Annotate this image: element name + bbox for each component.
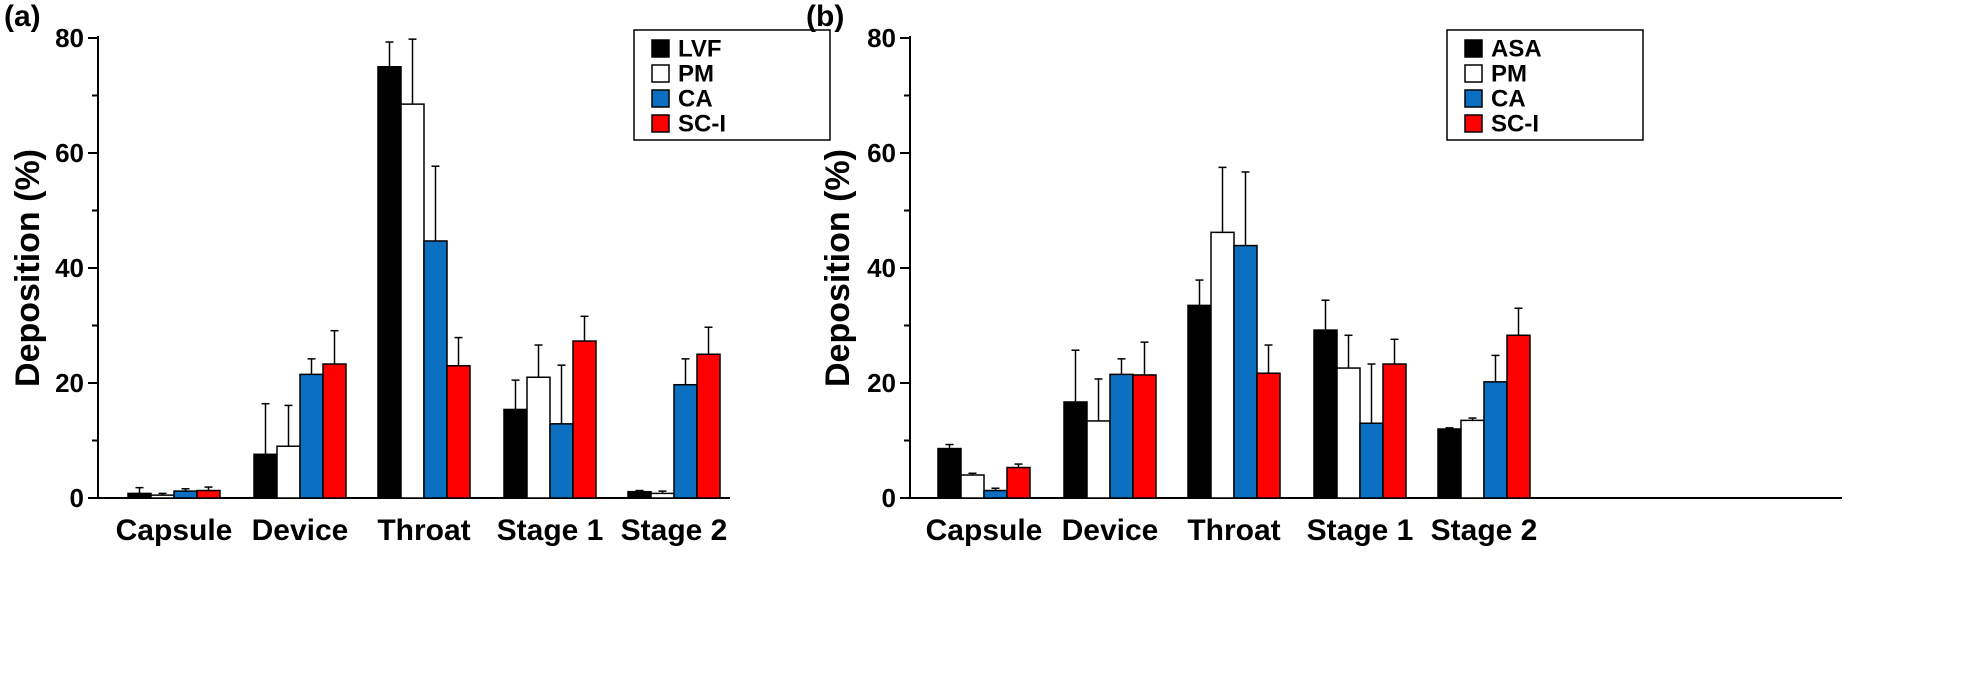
x-tick-label: Stage 1 bbox=[497, 514, 604, 547]
bar-sc-i-stage-1 bbox=[572, 340, 597, 499]
bar-ca-stage-2 bbox=[673, 383, 698, 499]
y-tick-label: 60 bbox=[867, 138, 896, 168]
bar-asa-stage-1 bbox=[1313, 329, 1338, 499]
bar-sc-i-throat bbox=[1256, 372, 1281, 499]
bar-lvf-throat bbox=[377, 66, 402, 499]
bar-pm-stage-2 bbox=[650, 492, 675, 499]
y-tick-label: 0 bbox=[882, 483, 896, 513]
bar-lvf-stage-2 bbox=[627, 490, 652, 499]
bar-ca-stage-2 bbox=[1483, 381, 1508, 499]
y-axis-title: Deposition (%) bbox=[9, 149, 47, 387]
bar-pm-stage-1 bbox=[526, 376, 551, 499]
bar-pm-capsule bbox=[150, 494, 175, 499]
bar-sc-i-stage-1 bbox=[1382, 363, 1407, 499]
bar-pm-throat bbox=[1210, 231, 1235, 499]
x-tick-label: Capsule bbox=[116, 514, 233, 547]
panel-label: (a) bbox=[4, 0, 41, 33]
y-tick-label: 40 bbox=[867, 253, 896, 283]
chart-panel-a: (a) Deposition (%) 0 20 40 60 80 Capsule Device T… bbox=[4, 0, 831, 547]
bar-ca-device bbox=[1109, 373, 1134, 499]
y-tick-label: 20 bbox=[867, 368, 896, 398]
bar-pm-stage-2 bbox=[1460, 419, 1485, 499]
x-tick-label: Device bbox=[1062, 514, 1159, 547]
bar-pm-device bbox=[276, 445, 301, 499]
x-tick-label: Throat bbox=[1187, 514, 1280, 547]
y-tick-label: 0 bbox=[70, 483, 84, 513]
bar-asa-capsule bbox=[937, 447, 962, 499]
legend-swatch bbox=[1464, 64, 1483, 83]
bar-asa-stage-2 bbox=[1437, 428, 1462, 499]
bar-ca-device bbox=[299, 373, 324, 499]
bar-lvf-device bbox=[253, 453, 278, 499]
legend-label: ASA bbox=[1491, 36, 1542, 63]
bar-asa-device bbox=[1063, 401, 1088, 499]
legend-swatch bbox=[651, 89, 670, 108]
bar-sc-i-device bbox=[322, 363, 347, 499]
bar-ca-capsule bbox=[173, 490, 198, 499]
bar-sc-i-capsule bbox=[196, 489, 221, 499]
bar-ca-stage-1 bbox=[1359, 422, 1384, 499]
bar-sc-i-capsule bbox=[1006, 466, 1031, 499]
x-tick-label: Stage 2 bbox=[1431, 514, 1538, 547]
bar-ca-throat bbox=[423, 240, 448, 499]
legend-swatch bbox=[1464, 89, 1483, 108]
legend-label: CA bbox=[1491, 86, 1526, 113]
legend-label: PM bbox=[678, 61, 714, 88]
bar-sc-i-device bbox=[1132, 374, 1157, 499]
y-tick-label: 60 bbox=[55, 138, 84, 168]
chart-panel-b: (b) Deposition (%) 0 20 40 60 80 Capsule Device T… bbox=[806, 0, 1842, 547]
bar-asa-throat bbox=[1187, 304, 1212, 499]
bar-pm-capsule bbox=[960, 474, 985, 499]
bar-sc-i-stage-2 bbox=[1506, 334, 1531, 499]
y-tick-label: 80 bbox=[55, 23, 84, 53]
x-tick-label: Device bbox=[252, 514, 349, 547]
legend-label: LVF bbox=[678, 36, 722, 63]
x-tick-label: Throat bbox=[377, 514, 470, 547]
bar-sc-i-stage-2 bbox=[696, 353, 721, 499]
y-tick-label: 80 bbox=[867, 23, 896, 53]
bar-lvf-stage-1 bbox=[503, 408, 528, 499]
legend-label: PM bbox=[1491, 61, 1527, 88]
x-tick-label: Stage 1 bbox=[1307, 514, 1414, 547]
bar-ca-capsule bbox=[983, 489, 1008, 499]
legend-swatch bbox=[651, 39, 670, 58]
bar-sc-i-throat bbox=[446, 365, 471, 499]
bar-ca-throat bbox=[1233, 244, 1258, 499]
legend-label: SC-I bbox=[1491, 111, 1539, 138]
y-tick-label: 20 bbox=[55, 368, 84, 398]
legend-swatch bbox=[651, 114, 670, 133]
legend-label: CA bbox=[678, 86, 713, 113]
legend-swatch bbox=[651, 64, 670, 83]
bar-pm-throat bbox=[400, 103, 425, 499]
bar-ca-stage-1 bbox=[549, 423, 574, 499]
bar-pm-stage-1 bbox=[1336, 367, 1361, 499]
legend-label: SC-I bbox=[678, 111, 726, 138]
bar-pm-device bbox=[1086, 420, 1111, 499]
x-tick-label: Stage 2 bbox=[621, 514, 728, 547]
bar-lvf-capsule bbox=[127, 492, 152, 499]
legend-swatch bbox=[1464, 114, 1483, 133]
y-tick-label: 40 bbox=[55, 253, 84, 283]
x-tick-label: Capsule bbox=[926, 514, 1043, 547]
y-axis-title: Deposition (%) bbox=[819, 149, 857, 387]
panel-label: (b) bbox=[806, 0, 844, 33]
legend-swatch bbox=[1464, 39, 1483, 58]
